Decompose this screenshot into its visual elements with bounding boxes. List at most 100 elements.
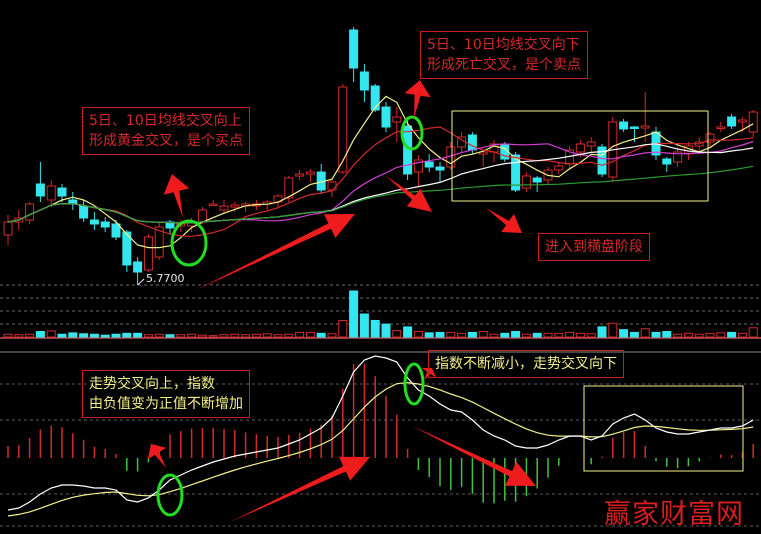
candle-body <box>100 221 110 228</box>
ma30-line <box>7 143 754 224</box>
volume-bar <box>575 332 585 338</box>
golden-cross-note: 5日、10日均线交叉向上 形成黄金交叉，是个买点 <box>82 107 250 155</box>
volume-bar <box>662 330 672 338</box>
candle-body <box>629 126 639 129</box>
volume-bar <box>705 332 715 338</box>
volume-bar <box>35 330 45 338</box>
volume-bar <box>640 328 650 338</box>
volume-bar <box>111 333 121 338</box>
candle-body <box>392 116 402 123</box>
candle-body <box>359 71 369 91</box>
candle-body <box>295 173 305 177</box>
volume-bar <box>748 327 758 338</box>
volume-bar <box>46 330 56 338</box>
candle-body <box>305 171 315 175</box>
volume-bar <box>511 330 521 338</box>
volume-bar <box>608 322 618 338</box>
candle-body <box>586 141 596 147</box>
volume-bar <box>349 290 359 338</box>
cross-highlight-circle <box>400 115 424 151</box>
candle-body <box>327 181 337 191</box>
volume-bar <box>737 332 747 338</box>
volume-bar <box>683 332 693 338</box>
red-arrow <box>196 214 355 290</box>
volume-bar <box>403 326 413 338</box>
candle-body <box>133 261 143 273</box>
candle-body <box>143 236 153 271</box>
volume-bar <box>89 333 99 338</box>
candle-body <box>521 175 531 189</box>
volume-bar <box>273 334 283 338</box>
candle-body <box>111 223 121 238</box>
volume-bar <box>100 334 110 338</box>
ma60-line <box>7 165 754 224</box>
low-price-label: 5.7700 <box>146 272 185 285</box>
volume-bar <box>197 334 207 338</box>
volume-bar <box>619 329 629 338</box>
candle-body <box>25 203 35 221</box>
note-line: 5日、10日均线交叉向下 <box>427 37 580 53</box>
volume-bar <box>327 333 337 338</box>
candle-body <box>208 203 218 206</box>
volume-bar <box>673 333 683 338</box>
candle-body <box>89 219 99 225</box>
volume-bar <box>727 331 737 338</box>
volume-bar <box>381 323 391 338</box>
volume-bar <box>305 331 315 338</box>
candle-body <box>467 134 477 151</box>
volume-bar <box>295 331 305 338</box>
volume-bar <box>532 332 542 338</box>
volume-bar <box>489 333 499 338</box>
volume-bar <box>165 334 175 338</box>
volume-bar <box>413 330 423 338</box>
candle-body <box>737 119 747 123</box>
volume-bar <box>359 313 369 338</box>
volume-bar <box>316 332 326 338</box>
watermark: 赢家财富网 <box>604 499 744 530</box>
red-arrow <box>230 456 370 522</box>
red-arrow <box>163 174 190 218</box>
volume-bar <box>435 331 445 338</box>
volume-bar <box>554 332 564 338</box>
candle-body <box>435 166 445 171</box>
cross-highlight-circle <box>156 473 184 517</box>
volume-bar <box>57 333 67 338</box>
consolidation-box <box>451 110 709 202</box>
candle-body <box>478 151 488 155</box>
volume-bar <box>694 333 704 338</box>
volume-bar <box>586 333 596 338</box>
candle-body <box>705 133 715 143</box>
note-line: 由负值变为正值不断增加 <box>89 396 243 412</box>
candle-body <box>230 204 240 208</box>
cross-highlight-circle <box>170 219 208 267</box>
candle-body <box>370 85 380 111</box>
red-arrow <box>404 80 431 118</box>
volume-bar <box>14 334 24 338</box>
volume-bar <box>370 319 380 338</box>
candle-body <box>3 221 13 236</box>
volume-bar <box>597 326 607 338</box>
red-arrow <box>486 208 522 233</box>
volume-bar <box>68 332 78 338</box>
volume-bar <box>651 331 661 338</box>
volume-bar <box>262 333 272 338</box>
volume-bar <box>543 332 553 338</box>
volume-bar <box>457 332 467 338</box>
candle-body <box>79 205 89 219</box>
volume-bar <box>467 331 477 338</box>
candle-body <box>575 143 585 153</box>
candle-body <box>511 154 521 191</box>
cross-highlight-circle <box>403 362 425 406</box>
candle-body <box>716 126 726 129</box>
candle-body <box>413 159 423 173</box>
volume-bar <box>521 333 531 338</box>
volume-bar <box>122 332 132 338</box>
candle-body <box>284 177 294 199</box>
volume-bar <box>230 333 240 338</box>
volume-bar <box>25 333 35 338</box>
note-line: 进入到横盘阶段 <box>545 239 643 255</box>
red-arrow <box>147 444 167 468</box>
candle-body <box>381 106 391 128</box>
candle-body <box>673 151 683 163</box>
